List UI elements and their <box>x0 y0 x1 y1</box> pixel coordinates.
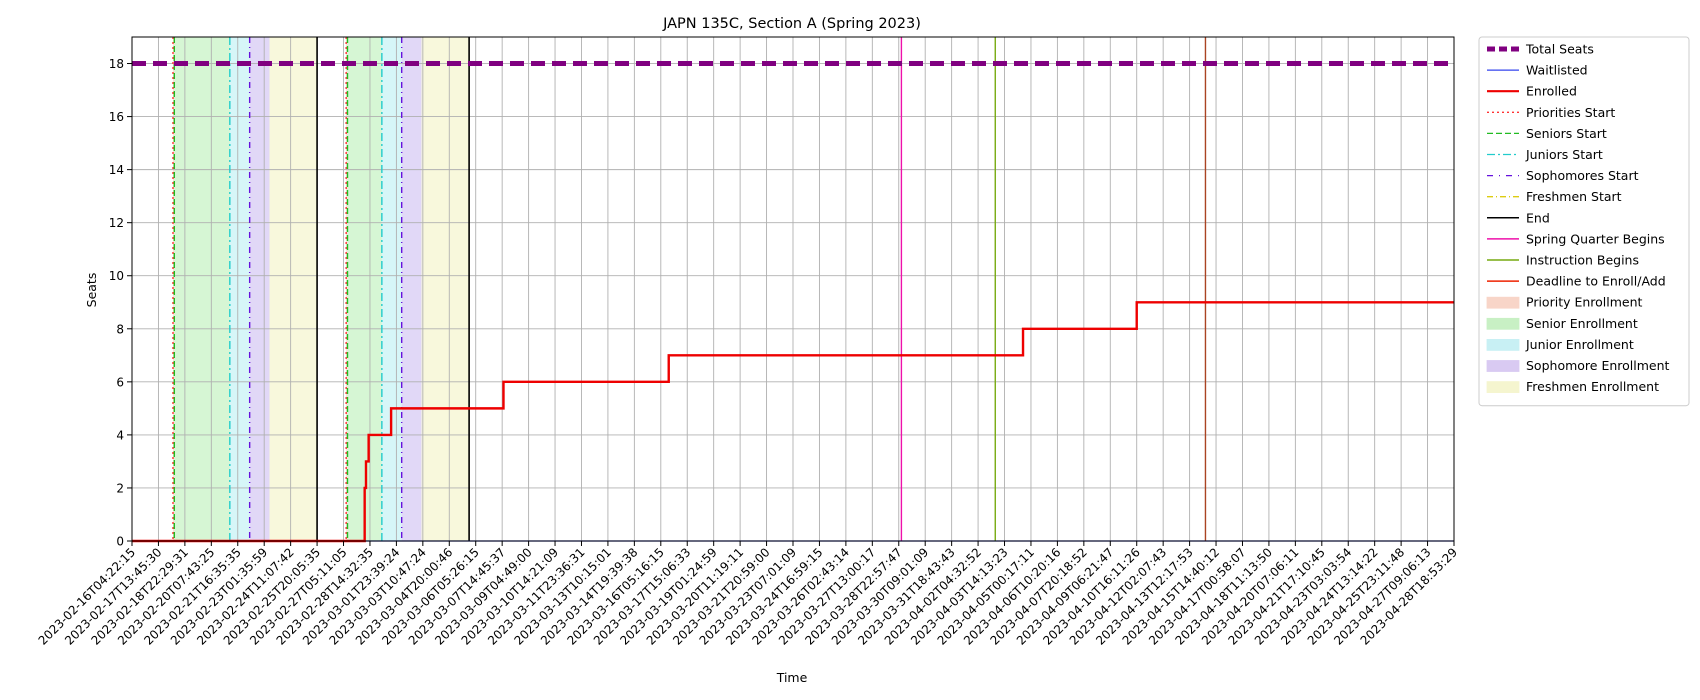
y-tick-label: 16 <box>109 110 124 124</box>
junior-enrollment-span <box>381 37 402 541</box>
y-tick-label: 6 <box>116 375 124 389</box>
sophomore-enrollment-legend-label: Sophomore Enrollment <box>1526 358 1670 373</box>
y-axis-label: Seats <box>84 273 99 308</box>
enrolled-line <box>132 301 1454 543</box>
y-tick-label: 8 <box>116 322 124 336</box>
freshmen-enrollment-legend-label: Freshmen Enrollment <box>1526 379 1659 394</box>
instruction-begins-legend-label: Instruction Begins <box>1526 253 1639 268</box>
freshmen-enrollment-legend-swatch <box>1486 381 1520 394</box>
sophomore-enrollment-span <box>249 37 270 541</box>
y-tick-label: 2 <box>116 481 124 495</box>
x-axis-label: Time <box>776 670 808 685</box>
event-markers <box>172 37 1207 541</box>
senior-enrollment-legend-swatch <box>1486 317 1520 330</box>
y-tick-label: 18 <box>109 57 124 71</box>
seniors-start-legend-label: Seniors Start <box>1526 126 1607 141</box>
junior-enrollment-span <box>229 37 250 541</box>
junior-enrollment-legend-swatch <box>1486 338 1520 351</box>
priority-enrollment-legend-swatch <box>1486 296 1520 309</box>
sophomore-enrollment-legend-swatch <box>1486 360 1520 372</box>
freshmen-start-legend-label: Freshmen Start <box>1526 189 1622 204</box>
junior-enrollment-legend-label: Junior Enrollment <box>1525 337 1634 352</box>
y-tick-label: 12 <box>109 216 124 230</box>
priority-enrollment-legend-label: Priority Enrollment <box>1526 295 1643 310</box>
freshmen-enrollment-span <box>269 37 318 541</box>
senior-enrollment-span <box>174 37 230 541</box>
priorities-start-legend-label: Priorities Start <box>1526 105 1615 120</box>
senior-enrollment-legend-label: Senior Enrollment <box>1526 316 1638 331</box>
senior-enrollment-span <box>347 37 382 541</box>
chart-title: JAPN 135C, Section A (Spring 2023) <box>662 16 921 32</box>
y-tick-label: 14 <box>109 163 124 177</box>
y-tick-label: 0 <box>116 535 124 549</box>
total-seats-legend-label: Total Seats <box>1525 42 1594 57</box>
legend: Total Seats Waitlisted Enrolled Priorities … <box>1478 36 1690 407</box>
sophomores-start-legend-label: Sophomores Start <box>1526 168 1639 183</box>
waitlisted-legend-label: Waitlisted <box>1526 63 1588 78</box>
y-axis-ticks: 0 2 4 6 8 10 12 14 16 18 <box>109 57 132 549</box>
juniors-start-legend-label: Juniors Start <box>1525 147 1603 162</box>
deadline-to-enroll-add-legend-label: Deadline to Enroll/Add <box>1526 274 1666 289</box>
freshmen-enrollment-span <box>421 37 470 541</box>
enrolled-legend-label: Enrolled <box>1526 84 1577 99</box>
y-tick-label: 10 <box>109 269 124 283</box>
sophomore-enrollment-span <box>401 37 422 541</box>
spring-quarter-begins-legend-label: Spring Quarter Begins <box>1526 231 1665 246</box>
y-tick-label: 4 <box>116 428 124 442</box>
legend-box <box>1478 36 1690 407</box>
end-legend-label: End <box>1526 210 1550 225</box>
